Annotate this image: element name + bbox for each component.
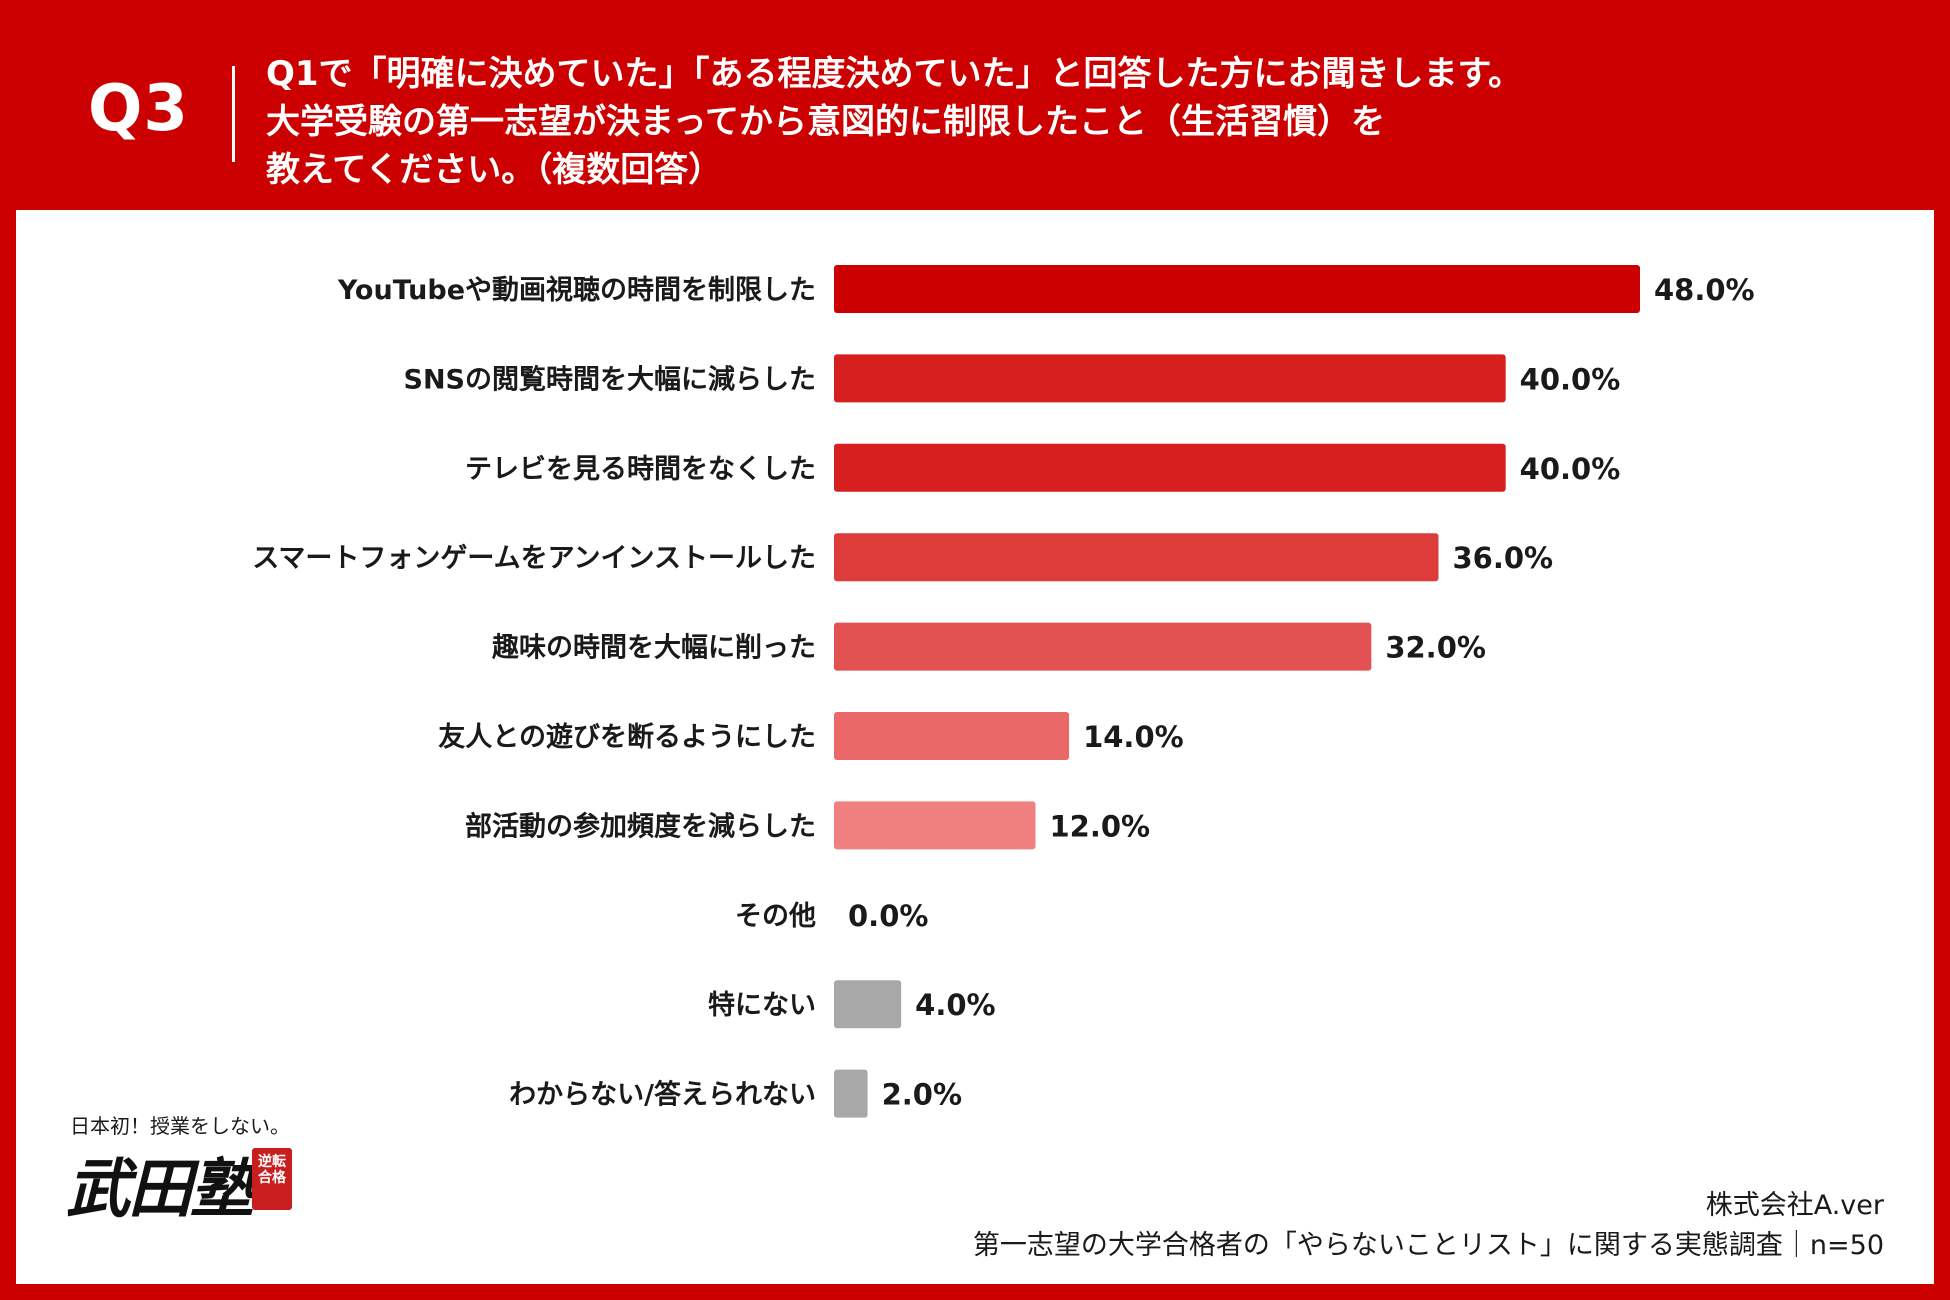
value-label: 4.0% bbox=[915, 988, 995, 1022]
value-label: 12.0% bbox=[1050, 809, 1151, 843]
takeda-juku-logo: 日本初！授業をしない。 武田塾 逆転合格 bbox=[62, 1110, 302, 1240]
category-label: YouTubeや動画視聴の時間を制限した bbox=[337, 275, 816, 306]
logo-name: 武田塾 bbox=[66, 1152, 254, 1227]
header: Q3 Q1で「明確に決めていた」「ある程度決めていた」と回答した方にお聞きします… bbox=[0, 0, 1950, 210]
value-label: 2.0% bbox=[882, 1078, 962, 1112]
category-label: SNSの閲覧時間を大幅に減らした bbox=[404, 364, 817, 395]
category-label: テレビを見る時間をなくした bbox=[465, 454, 816, 485]
bar bbox=[834, 1069, 868, 1118]
value-label: 36.0% bbox=[1453, 541, 1554, 575]
bar bbox=[834, 622, 1372, 671]
logo-tagline: 日本初！授業をしない。 bbox=[70, 1114, 290, 1138]
question-number: Q3 bbox=[88, 72, 189, 146]
bar bbox=[834, 265, 1640, 313]
category-label: 部活動の参加頻度を減らした bbox=[465, 810, 816, 842]
value-label: 48.0% bbox=[1654, 273, 1755, 307]
category-label: 趣味の時間を大幅に削った bbox=[491, 633, 816, 664]
bar bbox=[834, 533, 1439, 582]
question-line-1: Q1で「明確に決めていた」「ある程度決めていた」と回答した方にお聞きします。 bbox=[266, 54, 1523, 94]
category-label: 友人との遊びを断るようにした bbox=[438, 722, 816, 753]
header-divider bbox=[232, 66, 235, 162]
footer-survey: 第一志望の大学合格者の「やらないことリスト」に関する実態調査｜n=50 bbox=[972, 1230, 1884, 1261]
category-label: 特にない bbox=[708, 990, 816, 1021]
bar bbox=[834, 443, 1506, 492]
question-text: Q1で「明確に決めていた」「ある程度決めていた」と回答した方にお聞きします。 大… bbox=[266, 50, 1886, 194]
category-label: わからない/答えられない bbox=[509, 1079, 816, 1111]
footer: 株式会社A.ver 第一志望の大学合格者の「やらないことリスト」に関する実態調査… bbox=[973, 1186, 1884, 1266]
question-line-3: 教えてください。（複数回答） bbox=[266, 150, 723, 190]
value-label: 32.0% bbox=[1385, 631, 1486, 665]
bar bbox=[834, 980, 902, 1029]
bar-chart: YouTubeや動画視聴の時間を制限した 48.0% SNSの閲覧時間を大幅に減らし… bbox=[252, 265, 1755, 1118]
logo-stamp: 逆転合格 bbox=[252, 1148, 292, 1210]
value-label: 0.0% bbox=[848, 899, 928, 933]
question-line-2: 大学受験の第一志望が決まってから意図的に制限したこと（生活習慣）を bbox=[266, 102, 1385, 142]
bar bbox=[834, 712, 1070, 760]
footer-company: 株式会社A.ver bbox=[1705, 1190, 1884, 1221]
bar bbox=[834, 801, 1036, 850]
value-label: 14.0% bbox=[1083, 720, 1184, 754]
value-label: 40.0% bbox=[1520, 362, 1621, 396]
category-label: その他 bbox=[735, 901, 816, 932]
bar bbox=[834, 354, 1506, 403]
chart-panel: YouTubeや動画視聴の時間を制限した 48.0% SNSの閲覧時間を大幅に減らし… bbox=[16, 210, 1934, 1284]
category-label: スマートフォンゲームをアンインストールした bbox=[252, 543, 816, 574]
value-label: 40.0% bbox=[1520, 452, 1621, 486]
